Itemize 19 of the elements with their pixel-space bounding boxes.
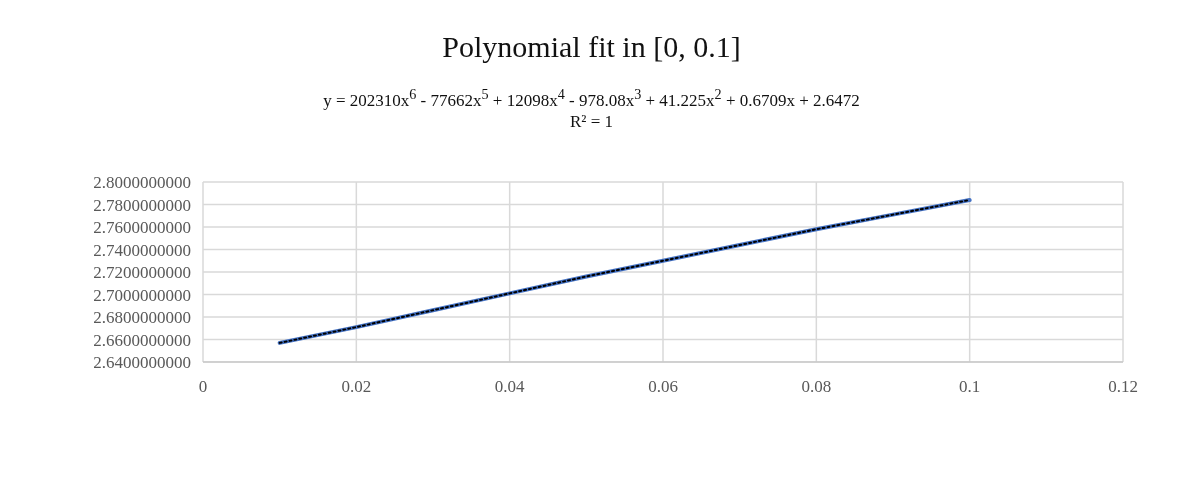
x-tick-label: 0.04 bbox=[494, 377, 526, 397]
x-tick-label: 0.02 bbox=[341, 377, 372, 397]
x-tick-label: 0.08 bbox=[801, 377, 832, 397]
y-tick-label: 2.6600000000 bbox=[93, 330, 191, 350]
text: R² = 1 bbox=[569, 110, 614, 132]
y-tick-label: 2.7800000000 bbox=[93, 195, 191, 215]
y-tick-label: 2.8000000000 bbox=[93, 173, 191, 193]
y-tick-label: 2.7200000000 bbox=[93, 263, 191, 283]
y-tick-label: 2.7400000000 bbox=[93, 240, 191, 260]
y-tick-label: 2.6800000000 bbox=[93, 308, 191, 328]
chart-title: Polynomial fit in [0, 0.1] bbox=[441, 30, 742, 64]
x-tick-label: 0.12 bbox=[1108, 377, 1138, 397]
y-tick-label: 2.7600000000 bbox=[93, 218, 191, 238]
y-tick-label: 2.7000000000 bbox=[93, 285, 191, 305]
x-tick-label: 0.1 bbox=[959, 377, 981, 397]
y-tick-label: 2.6400000000 bbox=[93, 353, 191, 373]
x-tick-label: 0.06 bbox=[648, 377, 678, 397]
x-tick-label: 0 bbox=[198, 377, 208, 397]
text: y = 202310x$^{6}$ - 77662x$^{5}$ + 12098x$^{4}$ - 978.08x$^{3}$ + 41.225x$^{2}$ + 0.6709x + 2.6472 bbox=[323, 86, 860, 110]
